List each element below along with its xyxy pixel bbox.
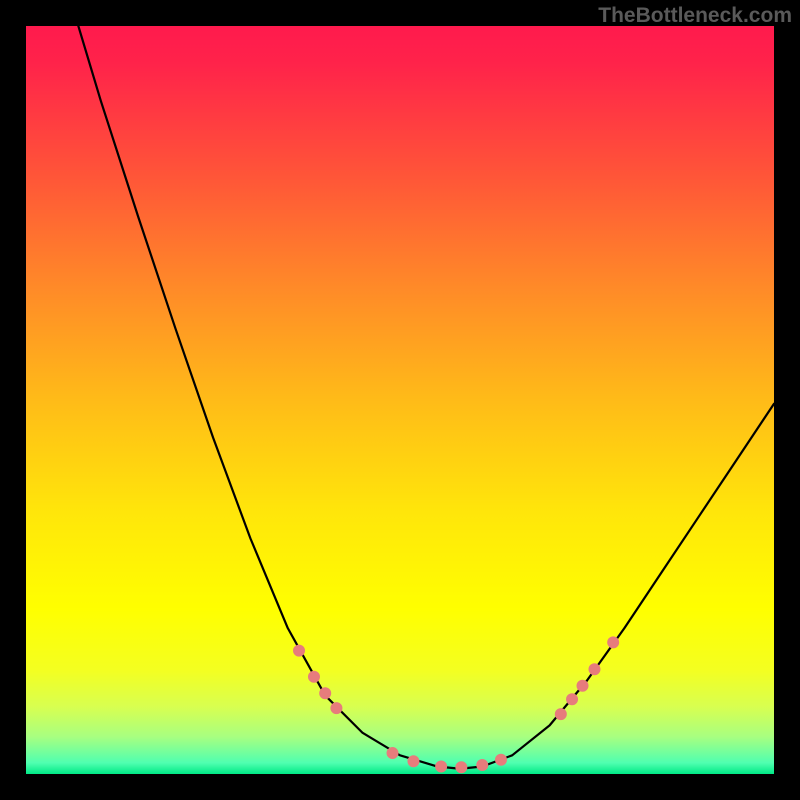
curve-marker xyxy=(436,761,447,772)
curve-marker xyxy=(408,756,419,767)
curve-marker xyxy=(387,748,398,759)
chart-svg-wrap xyxy=(26,26,774,774)
curve-marker xyxy=(308,671,319,682)
chart-background-gradient xyxy=(26,26,774,774)
curve-marker xyxy=(320,688,331,699)
watermark-text: TheBottleneck.com xyxy=(598,4,792,28)
curve-marker xyxy=(608,637,619,648)
curve-marker xyxy=(331,703,342,714)
curve-marker xyxy=(589,664,600,675)
curve-marker xyxy=(495,754,506,765)
curve-marker xyxy=(477,760,488,771)
curve-marker xyxy=(577,680,588,691)
curve-marker xyxy=(567,694,578,705)
chart-svg xyxy=(26,26,774,774)
curve-marker xyxy=(456,762,467,773)
curve-marker xyxy=(555,709,566,720)
curve-marker xyxy=(294,645,305,656)
